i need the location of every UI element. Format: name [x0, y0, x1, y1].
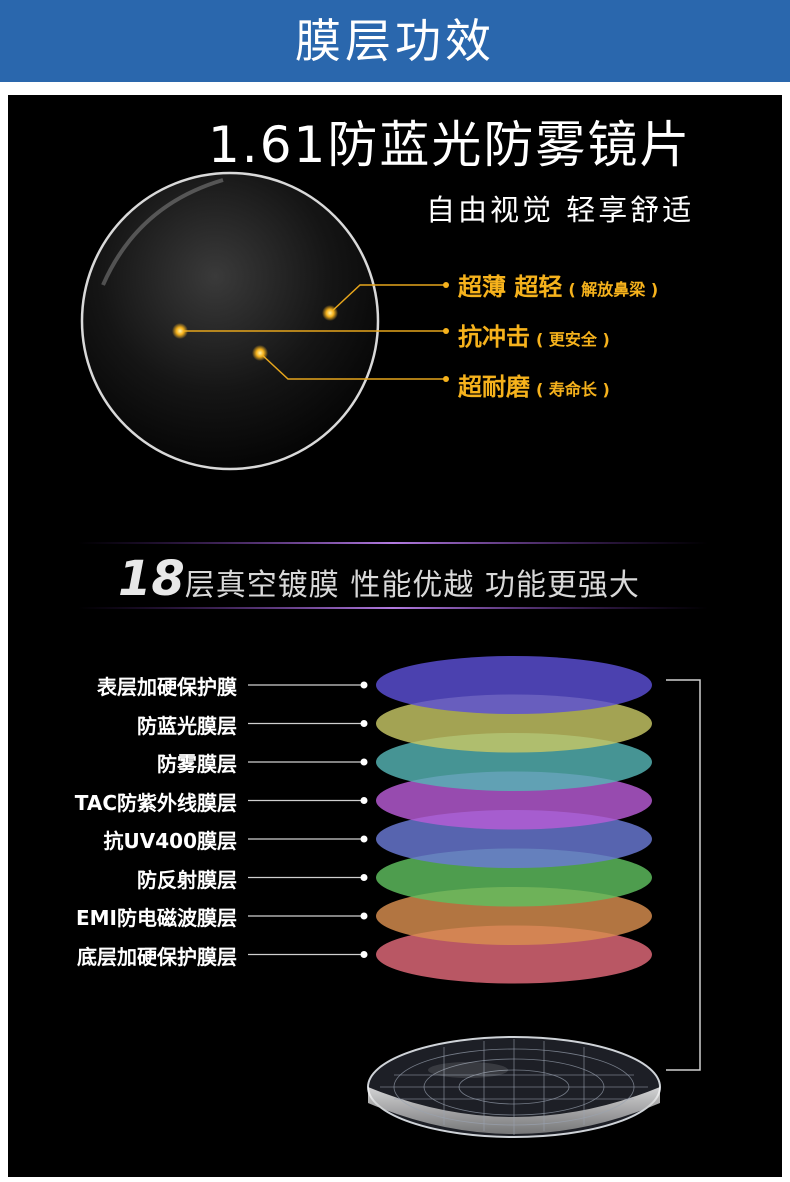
feature-item-light: 超薄 超轻 ( 解放鼻梁 )	[458, 267, 658, 302]
callout-dot-1	[443, 282, 449, 288]
stack-bracket	[666, 679, 701, 1071]
feature-sub: ( 更安全 )	[536, 330, 610, 349]
layer-disc	[376, 656, 652, 714]
lens-dot-1	[322, 305, 338, 321]
layer-label: 防反射膜层	[137, 867, 237, 892]
heading-line-bottom	[78, 607, 708, 609]
layer-label: 防蓝光膜层	[137, 713, 237, 738]
layer-label: 底层加硬保护膜层	[77, 944, 237, 969]
callout-dot-2	[443, 328, 449, 334]
feature-item-wear: 超耐磨 ( 寿命长 )	[458, 367, 610, 402]
layer-label: TAC防紫外线膜层	[74, 790, 237, 815]
layer-leader-dot	[360, 681, 368, 689]
layer-stack	[248, 656, 652, 984]
layer-leader-dot	[360, 797, 368, 804]
layer-label: EMI防电磁波膜层	[75, 906, 237, 930]
feature-main: 超薄 超轻	[458, 273, 563, 301]
lens-dot-3	[252, 345, 268, 361]
lens-circle	[80, 171, 380, 471]
feature-main: 超耐磨	[458, 373, 530, 401]
layer-leader-dot	[360, 720, 368, 727]
illustration	[78, 171, 708, 1138]
callout-dot-3	[443, 376, 449, 382]
layer-label: 表层加硬保护膜	[97, 675, 237, 699]
product-title: 1.61防蓝光防雾镜片	[208, 116, 692, 174]
layer-label: 防雾膜层	[157, 752, 237, 776]
layer-leader-dot	[360, 951, 368, 958]
lens-highlight	[101, 178, 224, 286]
banner-title: 膜层功效	[295, 14, 495, 68]
feature-sub: ( 解放鼻梁 )	[568, 280, 659, 299]
feature-main: 抗冲击	[458, 323, 530, 351]
product-slogan: 自由视觉 轻享舒适	[426, 193, 695, 227]
glass-lens	[367, 1036, 661, 1138]
coating-heading-text: 层真空镀膜 性能优越 功能更强大	[184, 568, 640, 603]
layer-leader-dot	[360, 912, 368, 920]
heading-line-top	[78, 542, 708, 544]
feature-item-impact: 抗冲击 ( 更安全 )	[458, 317, 610, 352]
callout-line-3	[259, 352, 446, 380]
callout-line-1	[329, 284, 446, 314]
layer-leader-dot	[360, 874, 368, 881]
coating-heading: 18层真空镀膜 性能优越 功能更强大	[118, 551, 640, 607]
header-banner: 膜层功效	[0, 0, 790, 82]
coating-count: 18	[118, 551, 185, 607]
product-panel: 1.61防蓝光防雾镜片 自由视觉 轻享舒适 超薄 超轻 ( 解放鼻梁 ) 抗冲击 (…	[8, 95, 782, 1177]
lens-dot-2	[172, 323, 188, 339]
feature-sub: ( 寿命长 )	[536, 380, 610, 399]
layer-leader-dot	[360, 835, 368, 843]
layer-label: 抗UV400膜层	[103, 829, 237, 853]
layer-leader-dot	[360, 758, 368, 766]
